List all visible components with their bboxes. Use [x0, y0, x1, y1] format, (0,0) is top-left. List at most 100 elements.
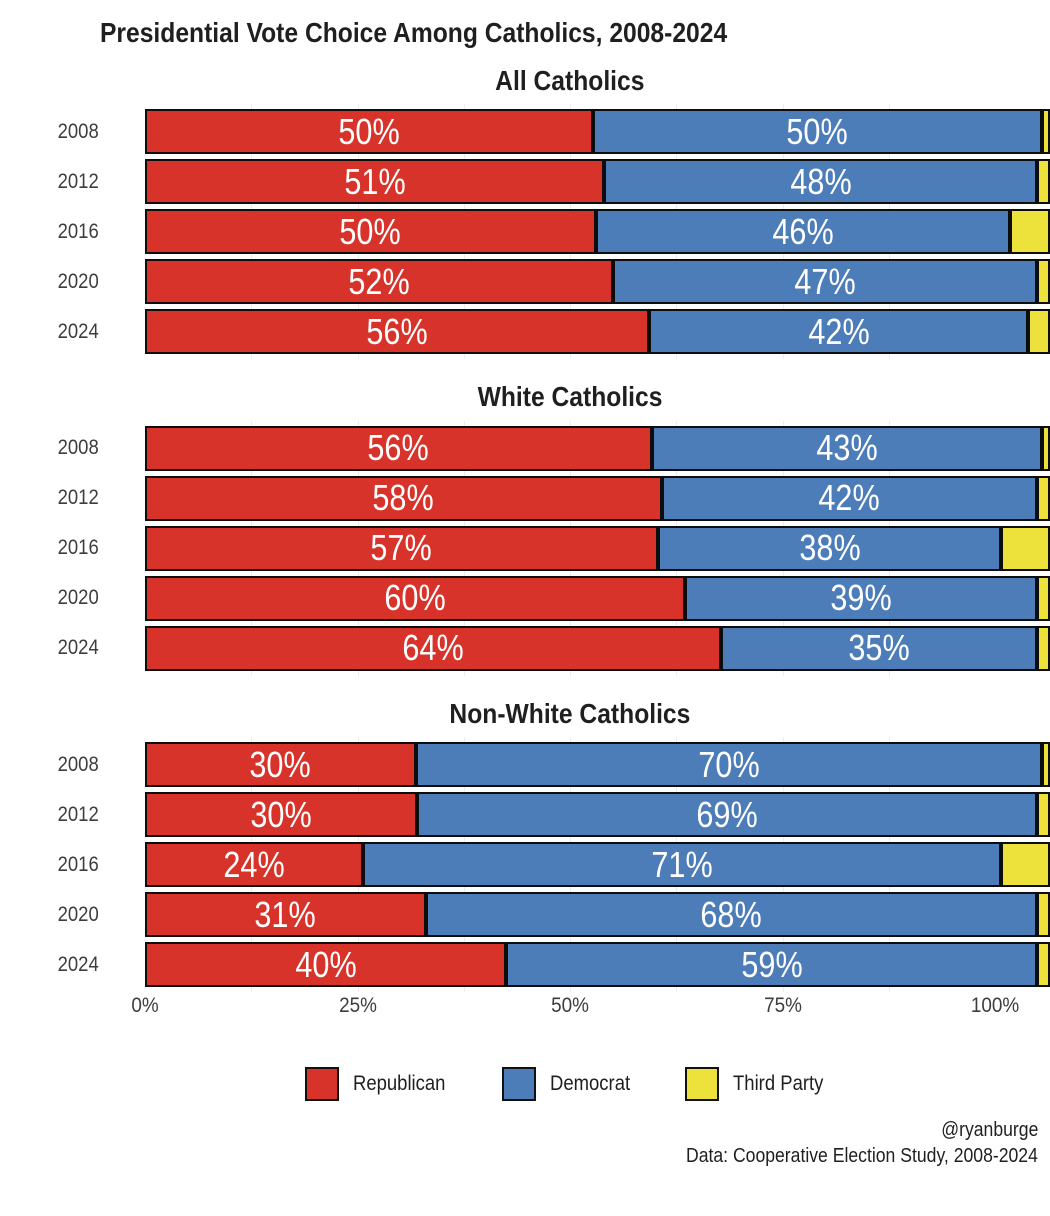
bar-track: 56% 43%	[145, 425, 1050, 471]
bar-row-non-white-catholics-2012: 2012 30% 69%	[0, 792, 1050, 838]
bar-row-white-catholics-2008: 2008 56% 43%	[0, 425, 1050, 471]
attribution-source: Data: Cooperative Election Study, 2008-2…	[686, 1145, 1038, 1168]
bar-row-non-white-catholics-2024: 2024 40% 59%	[0, 942, 1050, 988]
bar-track: 30% 70%	[145, 742, 1050, 788]
panel-title-text: All Catholics	[495, 64, 645, 96]
bar-segment-republican: 30%	[145, 742, 416, 788]
panel-non-white-catholics: Non-White Catholics 2008 30% 70% 2012 30% 69% 2…	[0, 697, 1050, 993]
panel-body-all-catholics: 2008 50% 50% 2012 51% 48% 2016 50% 46% 2020 52% 47%…	[0, 104, 1050, 360]
bar-segment-third-party	[1037, 159, 1050, 205]
bar-track: 58% 42%	[145, 475, 1050, 521]
legend-swatch-third-party	[684, 1067, 719, 1102]
page-title-text: Presidential Vote Choice Among Catholics…	[100, 17, 728, 48]
bar-segment-third-party	[1037, 575, 1050, 621]
bar-segment-label: 39%	[830, 577, 892, 619]
panel-body-non-white-catholics: 2008 30% 70% 2012 30% 69% 2016 24% 71% 2020 31% 68%…	[0, 737, 1050, 993]
bar-segment-republican: 51%	[145, 159, 605, 205]
legend-item-democrat: Democrat	[501, 1067, 641, 1102]
year-label: 2012	[0, 792, 145, 837]
bar-segment-democrat: 69%	[416, 792, 1038, 838]
bar-segment-third-party	[1041, 425, 1050, 471]
bar-track: 56% 42%	[145, 309, 1050, 355]
bar-segment-label: 43%	[815, 427, 878, 469]
year-label: 2024	[0, 309, 145, 354]
year-label: 2024	[0, 942, 145, 987]
bar-segment-republican: 52%	[145, 259, 614, 305]
panel-title-all-catholics: All Catholics	[145, 64, 995, 98]
bar-row-non-white-catholics-2008: 2008 30% 70%	[0, 742, 1050, 788]
bar-row-white-catholics-2024: 2024 64% 35%	[0, 625, 1050, 671]
year-label-text: 2020	[57, 269, 99, 293]
panel-title-text: White Catholics	[477, 381, 663, 413]
panel-title-text: Non-White Catholics	[449, 697, 691, 729]
bar-segment-label: 60%	[384, 577, 446, 619]
bar-track: 50% 50%	[145, 109, 1050, 155]
bar-segment-label: 30%	[250, 793, 312, 835]
bar-row-all-catholics-2008: 2008 50% 50%	[0, 109, 1050, 155]
legend-swatch-republican	[304, 1067, 339, 1102]
bar-segment-third-party	[1001, 525, 1050, 571]
bar-segment-democrat: 47%	[613, 259, 1038, 305]
bar-segment-label: 68%	[700, 893, 763, 935]
year-label-text: 2016	[57, 219, 99, 243]
bar-segment-republican: 58%	[145, 475, 662, 521]
year-label: 2020	[0, 259, 145, 304]
bar-row-white-catholics-2020: 2020 60% 39%	[0, 575, 1050, 621]
year-label: 2016	[0, 526, 145, 571]
bar-segment-republican: 31%	[145, 892, 426, 938]
bar-segment-label: 42%	[818, 477, 881, 519]
bar-row-all-catholics-2020: 2020 52% 47%	[0, 259, 1050, 305]
bar-segment-republican: 56%	[145, 425, 652, 471]
year-label: 2016	[0, 209, 145, 254]
bar-segment-republican: 56%	[145, 309, 650, 355]
year-label: 2008	[0, 426, 145, 471]
bar-segment-third-party	[1037, 259, 1050, 305]
year-label-text: 2012	[57, 486, 99, 510]
year-label: 2012	[0, 476, 145, 521]
bar-segment-republican: 60%	[145, 575, 685, 621]
bar-segment-republican: 64%	[145, 625, 721, 671]
year-label-text: 2008	[57, 119, 99, 143]
bar-segment-third-party	[1041, 109, 1050, 155]
bar-row-non-white-catholics-2020: 2020 31% 68%	[0, 892, 1050, 938]
bar-segment-label: 59%	[741, 943, 803, 985]
year-label-text: 2020	[57, 586, 99, 610]
bar-segment-label: 71%	[651, 843, 713, 885]
bar-segment-label: 38%	[799, 527, 861, 569]
bar-track: 24% 71%	[145, 842, 1050, 888]
year-label: 2020	[0, 892, 145, 937]
bar-segment-republican: 57%	[145, 525, 659, 571]
bar-segment-label: 56%	[367, 427, 429, 469]
bar-segment-label: 40%	[294, 943, 357, 985]
x-axis-tick-100: 100%	[970, 994, 1020, 1018]
bar-segment-third-party	[1001, 842, 1050, 888]
bar-segment-label: 31%	[254, 893, 317, 935]
year-label-text: 2012	[57, 169, 99, 193]
bar-segment-label: 30%	[249, 743, 311, 785]
panel-white-catholics: White Catholics 2008 56% 43% 2012 58% 42% 2016 5…	[0, 380, 1050, 676]
bar-row-all-catholics-2024: 2024 56% 42%	[0, 309, 1050, 355]
year-label-text: 2012	[57, 802, 99, 826]
attribution-handle-line: @ryanburge	[0, 1117, 1038, 1143]
bar-segment-third-party	[1037, 475, 1050, 521]
bar-segment-democrat: 46%	[595, 209, 1011, 255]
bar-segment-label: 51%	[344, 160, 406, 202]
bar-segment-label: 57%	[370, 527, 433, 569]
year-label: 2016	[0, 842, 145, 887]
bar-segment-label: 56%	[366, 310, 428, 352]
bar-segment-democrat: 35%	[720, 625, 1038, 671]
year-label-text: 2008	[57, 752, 99, 776]
year-label-text: 2024	[57, 636, 99, 660]
panel-title-non-white-catholics: Non-White Catholics	[145, 697, 995, 731]
bar-track: 50% 46%	[145, 209, 1050, 255]
year-label: 2024	[0, 626, 145, 671]
bar-segment-label: 52%	[348, 260, 410, 302]
legend-swatch-democrat	[501, 1067, 536, 1102]
bar-segment-democrat: 68%	[425, 892, 1038, 938]
bar-track: 40% 59%	[145, 942, 1050, 988]
year-label-text: 2016	[57, 852, 99, 876]
bar-segment-democrat: 70%	[415, 742, 1042, 788]
bar-row-white-catholics-2012: 2012 58% 42%	[0, 475, 1050, 521]
bar-segment-label: 24%	[223, 843, 285, 885]
bar-track: 57% 38%	[145, 525, 1050, 571]
